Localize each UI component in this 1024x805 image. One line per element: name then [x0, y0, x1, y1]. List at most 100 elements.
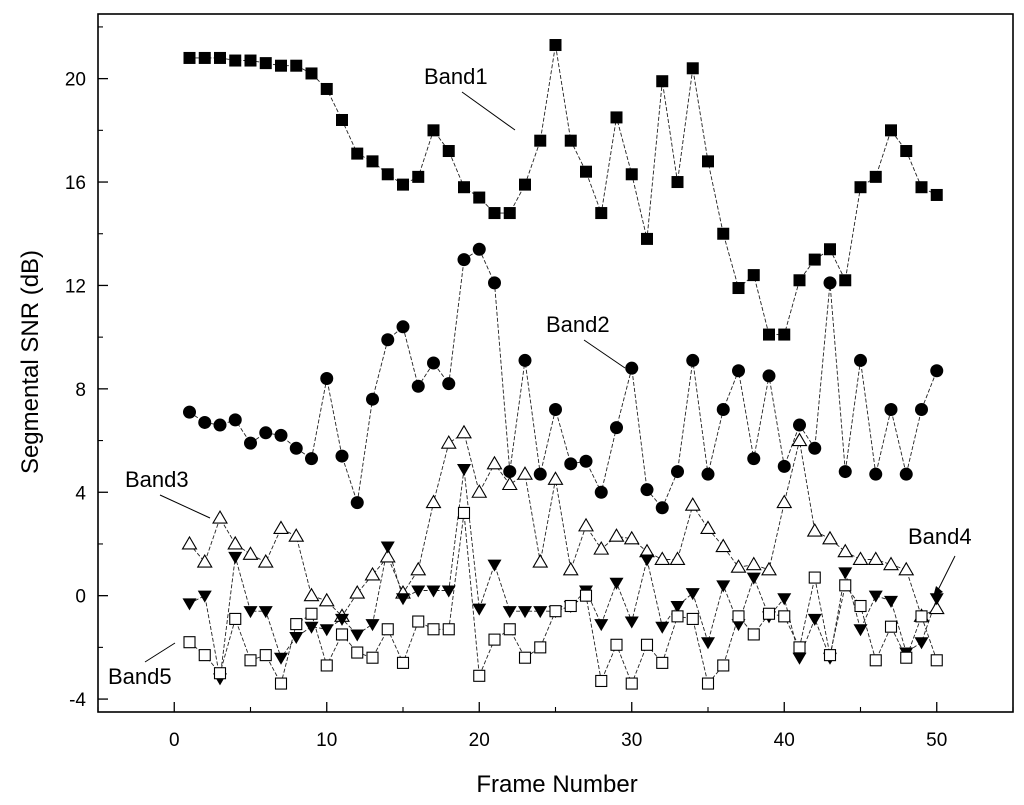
point-band1: [930, 188, 943, 201]
point-band5: [366, 651, 379, 664]
point-band5: [457, 506, 471, 519]
point-band1: [839, 274, 852, 287]
point-band4: [518, 606, 532, 619]
point-band3: [852, 551, 869, 566]
y-tick-label: 16: [65, 173, 86, 194]
point-band4: [685, 588, 700, 601]
point-band4: [319, 624, 334, 637]
series-lines: [189, 44, 938, 685]
point-band2: [213, 418, 227, 432]
point-band5: [427, 623, 440, 636]
point-band2: [732, 364, 745, 378]
point-band3: [517, 466, 533, 480]
point-band5: [488, 633, 501, 646]
point-band2: [198, 415, 212, 429]
point-band3: [440, 435, 457, 449]
annotation-leader: [144, 642, 176, 663]
point-band2: [899, 467, 913, 481]
point-band2: [884, 403, 898, 417]
point-band5: [625, 677, 638, 690]
point-band1: [351, 147, 364, 160]
x-tick-label: 0: [169, 730, 180, 751]
point-band5: [640, 638, 654, 651]
point-band2: [244, 436, 257, 450]
point-band5: [381, 623, 394, 636]
point-band3: [928, 600, 945, 615]
point-band5: [686, 612, 699, 625]
point-band4: [380, 541, 395, 554]
point-band3: [593, 541, 610, 555]
point-band1: [503, 207, 516, 220]
point-band1: [732, 282, 745, 295]
point-band1: [869, 170, 882, 183]
point-band3: [379, 548, 396, 563]
point-band2: [716, 403, 730, 417]
point-band5: [854, 599, 867, 613]
annotation-leader: [583, 339, 626, 369]
point-band3: [898, 561, 915, 576]
point-band3: [578, 517, 594, 532]
y-tick-label: 20: [65, 70, 86, 91]
point-band2: [930, 364, 944, 378]
point-band5: [610, 638, 623, 651]
point-band4: [533, 606, 548, 619]
point-band1: [229, 54, 242, 67]
point-band1: [275, 59, 287, 72]
point-band2: [793, 418, 806, 432]
point-band1: [305, 67, 318, 80]
point-band4: [594, 619, 609, 632]
point-band2: [625, 361, 639, 375]
point-band3: [486, 455, 503, 470]
point-band2: [915, 403, 928, 417]
point-band5: [595, 674, 608, 688]
point-band3: [318, 592, 335, 607]
x-tick-label: 20: [469, 730, 490, 751]
point-band4: [746, 572, 761, 585]
point-band2: [549, 403, 562, 417]
point-band1: [534, 134, 547, 147]
point-band2: [472, 242, 486, 256]
point-band4: [426, 585, 441, 598]
point-band3: [776, 494, 793, 509]
point-band1: [198, 51, 211, 64]
y-tick-label: 8: [75, 380, 86, 401]
point-band1: [564, 134, 577, 147]
point-band1: [183, 51, 196, 64]
point-band4: [655, 621, 670, 634]
point-band4: [884, 595, 898, 608]
point-band1: [214, 51, 226, 64]
x-tick-label: 30: [621, 730, 642, 751]
point-band1: [808, 253, 821, 266]
point-band5: [534, 641, 547, 654]
point-band3: [654, 551, 671, 566]
series-line-band2: [189, 248, 938, 509]
point-band4: [350, 629, 365, 642]
point-band1: [702, 155, 714, 168]
point-band2: [183, 405, 196, 419]
point-band2: [533, 467, 547, 481]
point-band4: [640, 554, 654, 567]
series-markers: [181, 39, 945, 690]
point-band5: [732, 610, 745, 623]
point-band5: [549, 605, 562, 618]
y-tick-label: 12: [65, 276, 86, 297]
point-band1: [686, 62, 699, 75]
point-band3: [257, 553, 274, 568]
point-band4: [853, 624, 868, 637]
point-band4: [472, 603, 487, 616]
point-band2: [854, 353, 867, 367]
point-band2: [366, 392, 379, 406]
point-band4: [777, 593, 792, 606]
point-band1: [854, 181, 867, 194]
point-band3: [196, 553, 213, 568]
point-band1: [793, 274, 806, 287]
point-band4: [441, 585, 456, 598]
point-band4: [807, 613, 822, 626]
point-band2: [259, 426, 273, 440]
point-band2: [808, 441, 822, 455]
point-band2: [457, 253, 471, 267]
point-band5: [762, 607, 776, 620]
point-band1: [580, 165, 592, 178]
point-band5: [823, 649, 837, 662]
series-line-band1: [189, 44, 938, 336]
